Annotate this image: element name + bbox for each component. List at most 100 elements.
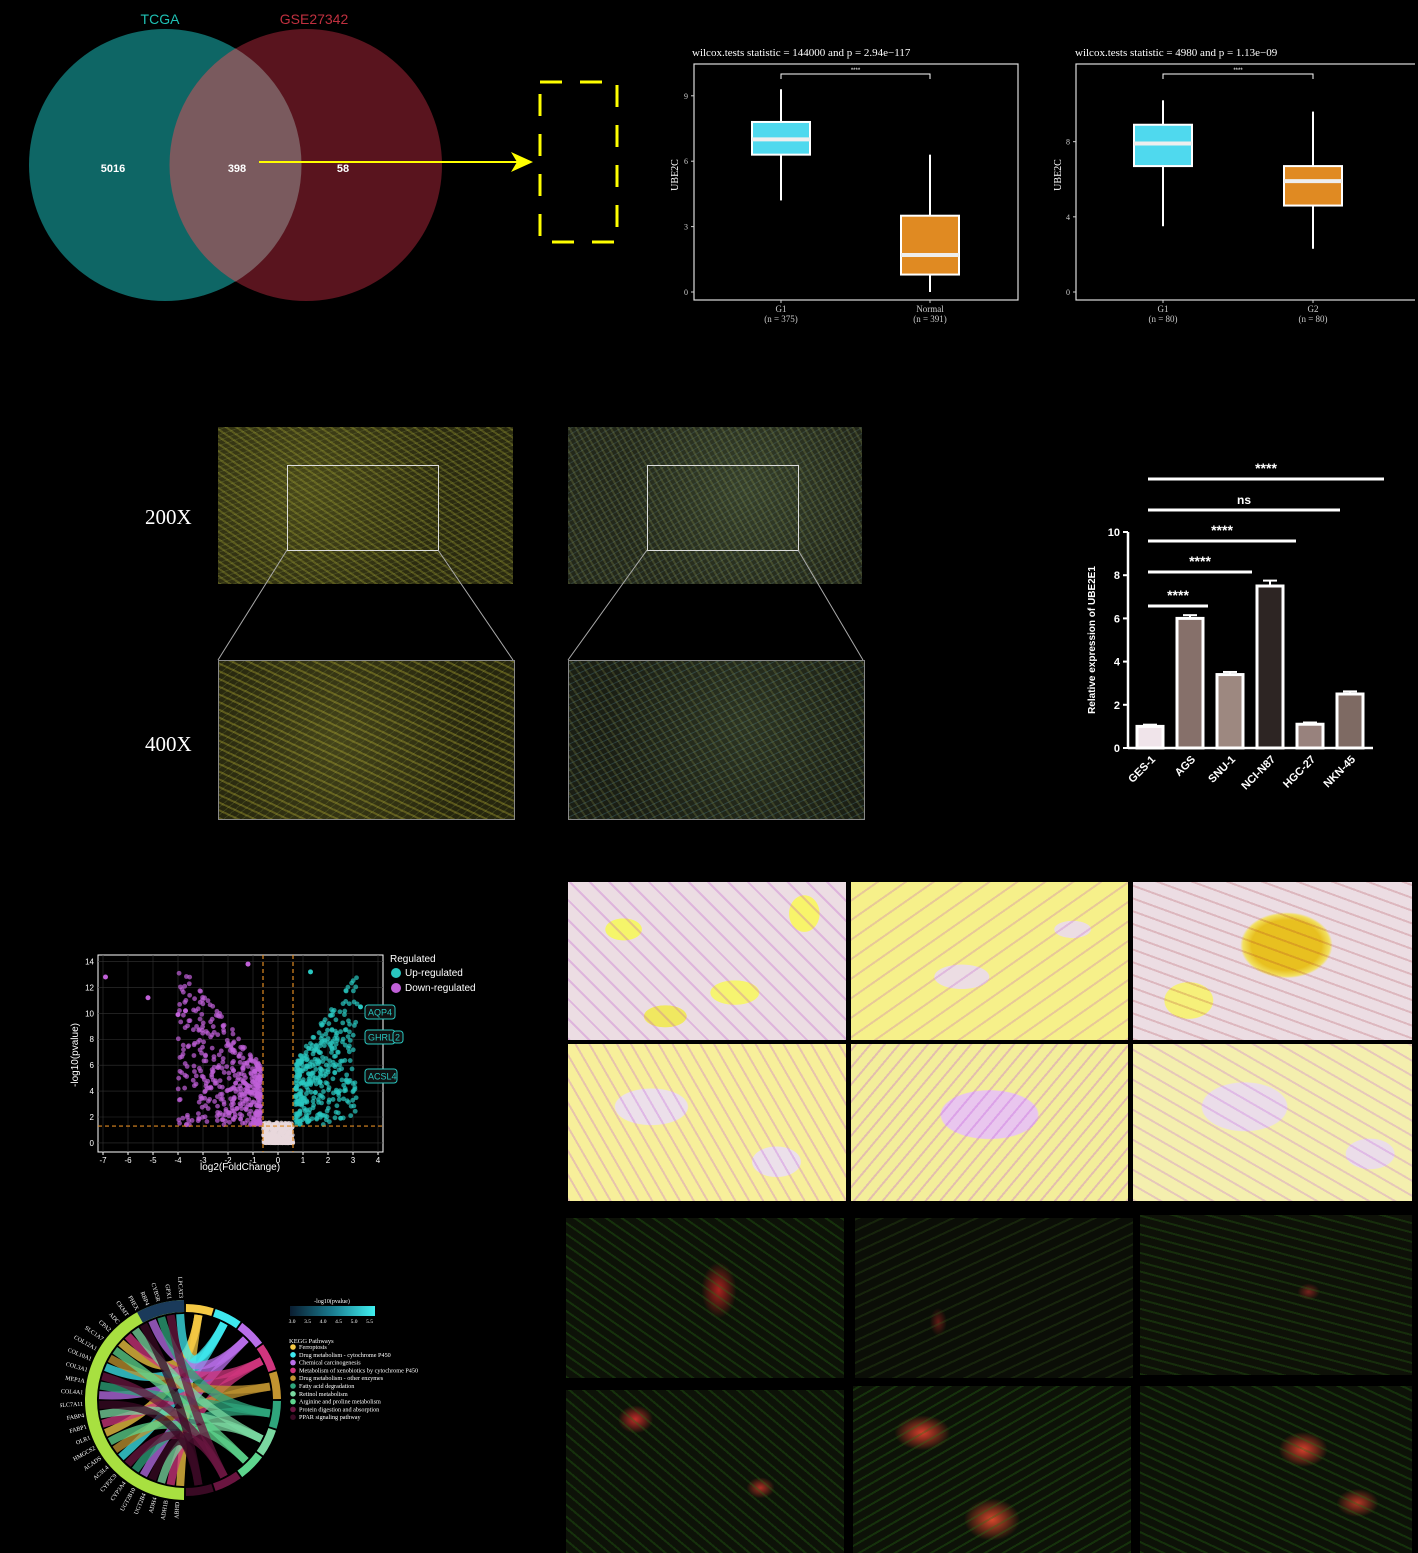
point-down (186, 1043, 192, 1049)
point-down (200, 1024, 206, 1030)
venn-count-right: 58 (337, 163, 349, 175)
point-up (318, 1036, 324, 1041)
point-down (193, 1081, 199, 1087)
point-down (192, 996, 197, 1002)
point-ns (268, 1124, 273, 1129)
legend-swatch (290, 1367, 296, 1374)
pathway-arc (213, 1471, 241, 1492)
legend-label: Protein digestion and absorption (299, 1406, 379, 1413)
point-up (339, 1077, 345, 1083)
point-up (309, 1116, 315, 1122)
point-down (178, 984, 183, 990)
point-down (182, 1025, 188, 1031)
point-down (250, 1084, 256, 1089)
point-down (234, 1105, 240, 1111)
point-down (191, 1063, 197, 1069)
point-up (338, 1115, 344, 1121)
point-down (237, 1051, 243, 1057)
point-down (211, 1057, 217, 1063)
point-down (236, 1075, 241, 1081)
point-up (327, 1062, 332, 1068)
point-up (325, 1105, 331, 1111)
legend-swatch (290, 1375, 296, 1381)
point-up (315, 1097, 321, 1102)
point-down (205, 1030, 211, 1036)
legend-swatch (290, 1383, 296, 1389)
point-down (252, 1069, 257, 1074)
legend-label: PPAR signaling pathway (299, 1414, 362, 1421)
gene-label: ADH1B (161, 1500, 170, 1520)
pathway-arc (268, 1371, 281, 1400)
point-down (243, 1075, 248, 1081)
legend-label: Metabolism of xenobiotics by cytochrome … (299, 1367, 418, 1374)
gene-label-box (392, 1030, 404, 1044)
point-up (332, 1070, 338, 1075)
point-up (317, 1043, 323, 1049)
zoom-lines (217, 549, 864, 661)
legend-up-swatch (391, 968, 401, 978)
point-up (310, 1070, 316, 1076)
pathway-arc (213, 1308, 241, 1329)
point-up (323, 1031, 329, 1037)
point-up (354, 1001, 360, 1007)
legend-title: Regulated (390, 954, 436, 965)
point-up (333, 1028, 338, 1034)
point-down (242, 1120, 248, 1126)
bar-ags (1175, 616, 1205, 750)
point-outlier (358, 1004, 363, 1010)
y-tick-label: 0 (1066, 288, 1070, 297)
x-tick-label: G1 (776, 304, 787, 314)
point-down (189, 1118, 195, 1123)
comparison-label: ns (1237, 493, 1251, 507)
point-down (177, 1002, 183, 1007)
point-up (342, 1012, 347, 1018)
y-tick-label: 10 (85, 1009, 94, 1018)
x-tick-label: -4 (174, 1156, 182, 1165)
x-tick-label: 3 (351, 1156, 356, 1165)
point-down (230, 1031, 236, 1037)
point-down (203, 1081, 209, 1086)
comparison-label: **** (1189, 553, 1211, 569)
legend-swatch (290, 1398, 296, 1405)
gene-label: CYB5R (149, 1282, 160, 1302)
point-up (353, 984, 359, 990)
point-up (315, 1057, 321, 1063)
boxplot-title: wilcox.tests statistic = 144000 and p = … (692, 47, 911, 59)
chord-ribbon (157, 1316, 271, 1418)
venn-overlap (169, 48, 302, 282)
he-panel-2 (851, 882, 1128, 1040)
point-up (314, 1116, 320, 1122)
point-down (200, 1030, 206, 1036)
point-up (333, 1109, 339, 1115)
point-up (321, 1043, 327, 1049)
point-up (341, 1096, 346, 1102)
if-panel-2 (855, 1218, 1133, 1378)
gene-label: FABP1 (69, 1424, 88, 1435)
x-tick-label: 1 (301, 1156, 306, 1165)
plot-frame (1075, 63, 1415, 301)
scale-tick-label: 5.5 (366, 1319, 373, 1325)
point-down (258, 1076, 263, 1082)
point-ns (279, 1120, 284, 1126)
gene-label: OLR1 (75, 1435, 91, 1446)
legend-swatch (290, 1414, 296, 1420)
point-down (219, 1065, 225, 1071)
point-down (226, 1075, 232, 1081)
point-down (180, 1012, 186, 1018)
point-up (341, 1082, 347, 1088)
point-down (192, 1069, 197, 1074)
point-down (233, 1089, 239, 1094)
y-tick-label: 14 (85, 957, 94, 966)
y-tick-label: 4 (1114, 657, 1121, 669)
scale-title: -log10(pvalue) (314, 1298, 350, 1305)
boxplot-ylabel: UBE2C (1053, 159, 1064, 191)
point-up (300, 1117, 305, 1123)
gene-label: ADC (107, 1312, 120, 1325)
chord-ribbon (148, 1319, 249, 1370)
point-down (239, 1113, 245, 1119)
point-ns (274, 1124, 280, 1130)
legend-label: Fatty acid degradation (299, 1383, 354, 1390)
point-outlier (175, 1012, 181, 1018)
point-down (193, 1073, 199, 1079)
arrow-head (511, 152, 533, 172)
